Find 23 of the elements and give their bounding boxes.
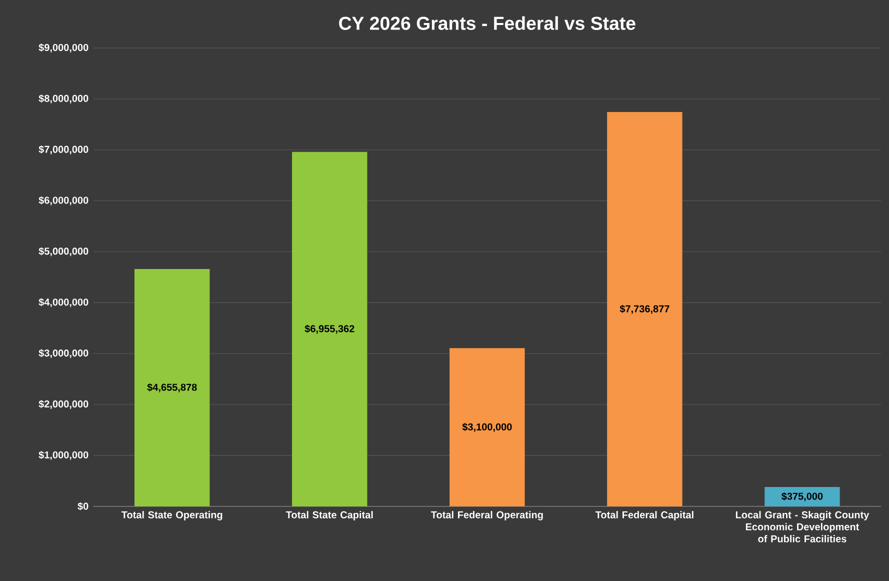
y-tick-label: $9,000,000: [38, 44, 88, 52]
data-label: $6,955,362: [304, 324, 354, 334]
data-label: $375,000: [782, 492, 823, 502]
y-tick-label: $0: [78, 502, 88, 510]
y-tick-label: $4,000,000: [38, 298, 88, 308]
chart-title: CY 2026 Grants - Federal vs State: [339, 16, 636, 30]
data-label: $4,655,878: [147, 383, 197, 392]
y-tick-label: $8,000,000: [38, 94, 88, 104]
x-tick-label: Total Federal Operating: [430, 511, 543, 520]
y-tick-label: $6,000,000: [38, 196, 88, 206]
y-tick-label: $7,000,000: [38, 145, 88, 154]
data-label: $7,736,877: [620, 304, 670, 314]
x-tick-label: Local Grant - Skagit County Economic Development of Public Facilities: [736, 511, 870, 542]
data-label: $3,100,000: [462, 422, 512, 432]
bar: [292, 152, 368, 506]
x-tick-label: Total State Operating: [121, 511, 222, 520]
y-tick-label: $1,000,000: [38, 450, 88, 460]
y-tick-label: $2,000,000: [38, 400, 88, 409]
bar: [607, 112, 682, 506]
x-tick-label: Total State Capital: [286, 511, 373, 520]
x-tick-label: Total Federal Capital: [595, 511, 694, 520]
y-tick-label: $3,000,000: [38, 349, 88, 358]
y-tick-label: $5,000,000: [38, 247, 88, 256]
